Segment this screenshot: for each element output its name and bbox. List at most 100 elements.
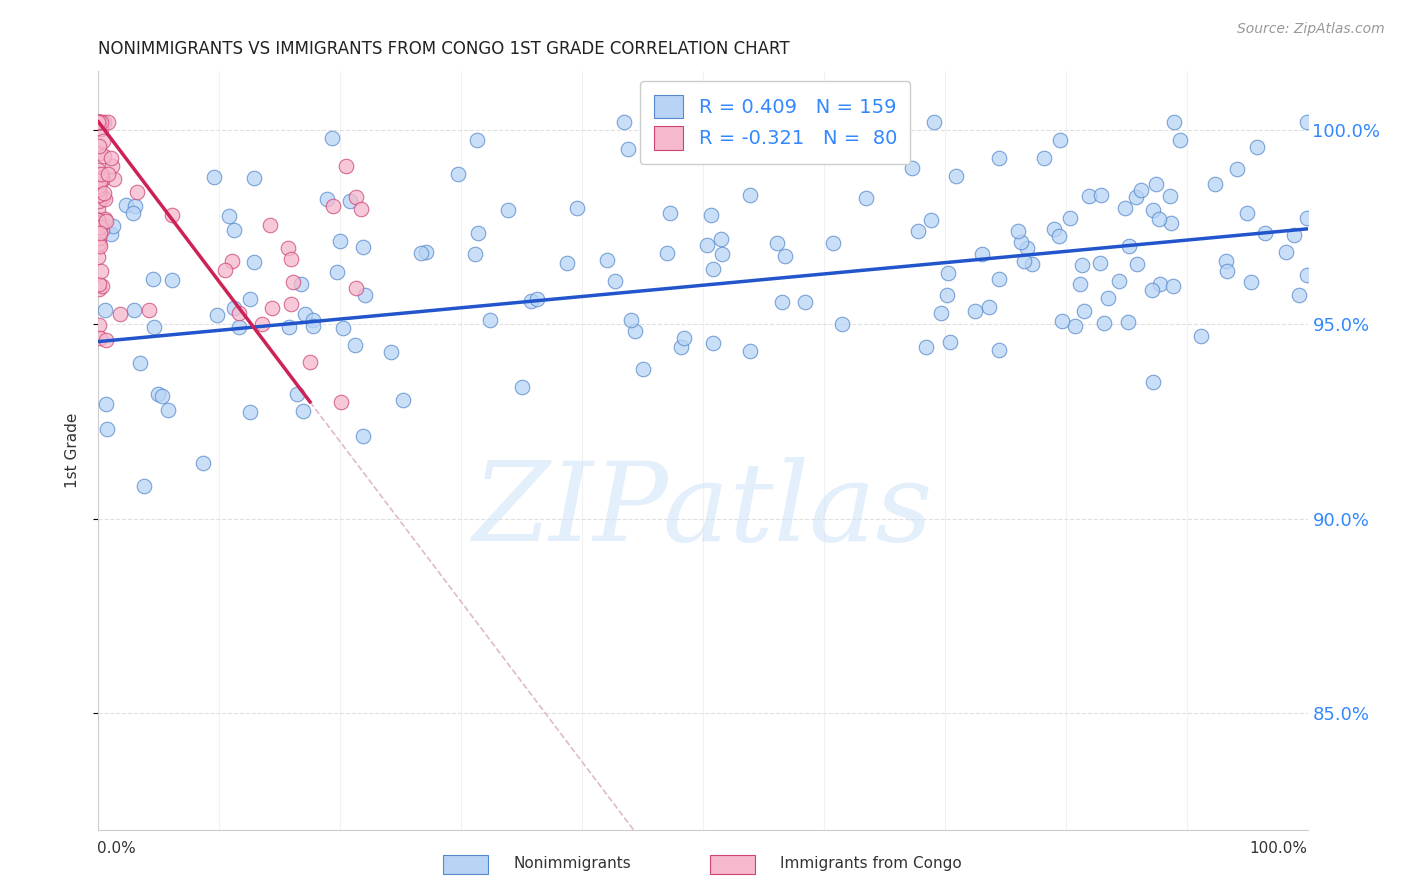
- Point: [343, 338, 366, 352]
- Point: [89, 185, 111, 199]
- Point: [344, 190, 367, 204]
- Point: [228, 320, 250, 334]
- Point: [222, 223, 245, 237]
- Point: [100, 152, 122, 166]
- Point: [262, 301, 284, 316]
- Point: [103, 171, 125, 186]
- Point: [97, 115, 120, 129]
- Point: [339, 194, 361, 208]
- Point: [302, 313, 325, 327]
- Point: [1275, 244, 1298, 259]
- Point: [294, 307, 316, 321]
- Point: [87, 212, 110, 227]
- Point: [890, 120, 912, 135]
- Point: [332, 321, 354, 335]
- Point: [987, 343, 1010, 358]
- Point: [711, 246, 734, 260]
- Point: [87, 237, 110, 252]
- Point: [91, 134, 114, 148]
- Point: [278, 319, 301, 334]
- Point: [1012, 254, 1035, 268]
- Point: [214, 263, 236, 277]
- Point: [329, 234, 352, 248]
- Point: [94, 303, 117, 318]
- Point: [87, 193, 110, 207]
- Point: [1295, 268, 1317, 282]
- Point: [277, 241, 299, 255]
- Point: [89, 219, 111, 234]
- Point: [285, 386, 308, 401]
- Point: [596, 252, 619, 267]
- Point: [87, 115, 110, 129]
- Point: [344, 280, 367, 294]
- Point: [1189, 329, 1212, 343]
- Point: [87, 115, 110, 129]
- Point: [972, 247, 994, 261]
- Point: [447, 167, 470, 181]
- Text: NONIMMIGRANTS VS IMMIGRANTS FROM CONGO 1ST GRADE CORRELATION CHART: NONIMMIGRANTS VS IMMIGRANTS FROM CONGO 1…: [98, 40, 790, 58]
- Point: [1204, 177, 1226, 191]
- Point: [87, 202, 110, 216]
- Point: [1159, 188, 1181, 202]
- Point: [467, 227, 489, 241]
- Point: [221, 254, 243, 268]
- Point: [1163, 115, 1185, 129]
- Point: [87, 174, 110, 188]
- Point: [1296, 115, 1319, 129]
- Point: [936, 266, 959, 280]
- Point: [93, 186, 115, 200]
- Point: [239, 405, 262, 419]
- Point: [93, 115, 115, 129]
- Point: [138, 302, 160, 317]
- Point: [89, 146, 111, 161]
- Point: [1168, 133, 1191, 147]
- Point: [1078, 188, 1101, 202]
- Point: [1032, 151, 1054, 165]
- Point: [770, 295, 793, 310]
- Point: [89, 139, 111, 153]
- Point: [142, 272, 165, 286]
- Point: [988, 152, 1011, 166]
- Point: [1116, 315, 1139, 329]
- Point: [1097, 291, 1119, 305]
- Point: [94, 333, 117, 347]
- Point: [97, 167, 120, 181]
- Point: [613, 115, 636, 129]
- Point: [89, 213, 111, 227]
- Point: [101, 159, 124, 173]
- Point: [1114, 202, 1136, 216]
- Point: [1144, 177, 1167, 191]
- Text: Nonimmigrants: Nonimmigrants: [513, 856, 631, 871]
- Point: [94, 192, 117, 206]
- Point: [1240, 275, 1263, 289]
- Point: [93, 211, 115, 226]
- Point: [280, 297, 302, 311]
- Point: [87, 318, 110, 332]
- Point: [122, 302, 145, 317]
- Point: [380, 344, 402, 359]
- Point: [1147, 211, 1170, 226]
- Point: [89, 239, 111, 253]
- Point: [1160, 216, 1182, 230]
- Point: [91, 172, 114, 186]
- Point: [1015, 242, 1038, 256]
- Point: [464, 247, 486, 261]
- Point: [988, 272, 1011, 286]
- Point: [280, 252, 302, 267]
- Point: [922, 115, 945, 129]
- Point: [150, 389, 173, 403]
- Point: [94, 214, 117, 228]
- Point: [91, 190, 114, 204]
- Point: [122, 206, 145, 220]
- Point: [89, 174, 111, 188]
- Point: [1118, 239, 1140, 253]
- Point: [218, 209, 240, 223]
- Point: [1129, 183, 1152, 197]
- Point: [89, 226, 111, 240]
- Point: [87, 250, 110, 264]
- Point: [146, 387, 169, 401]
- Point: [478, 312, 501, 326]
- Point: [90, 171, 112, 186]
- Point: [1149, 277, 1171, 292]
- Point: [157, 402, 180, 417]
